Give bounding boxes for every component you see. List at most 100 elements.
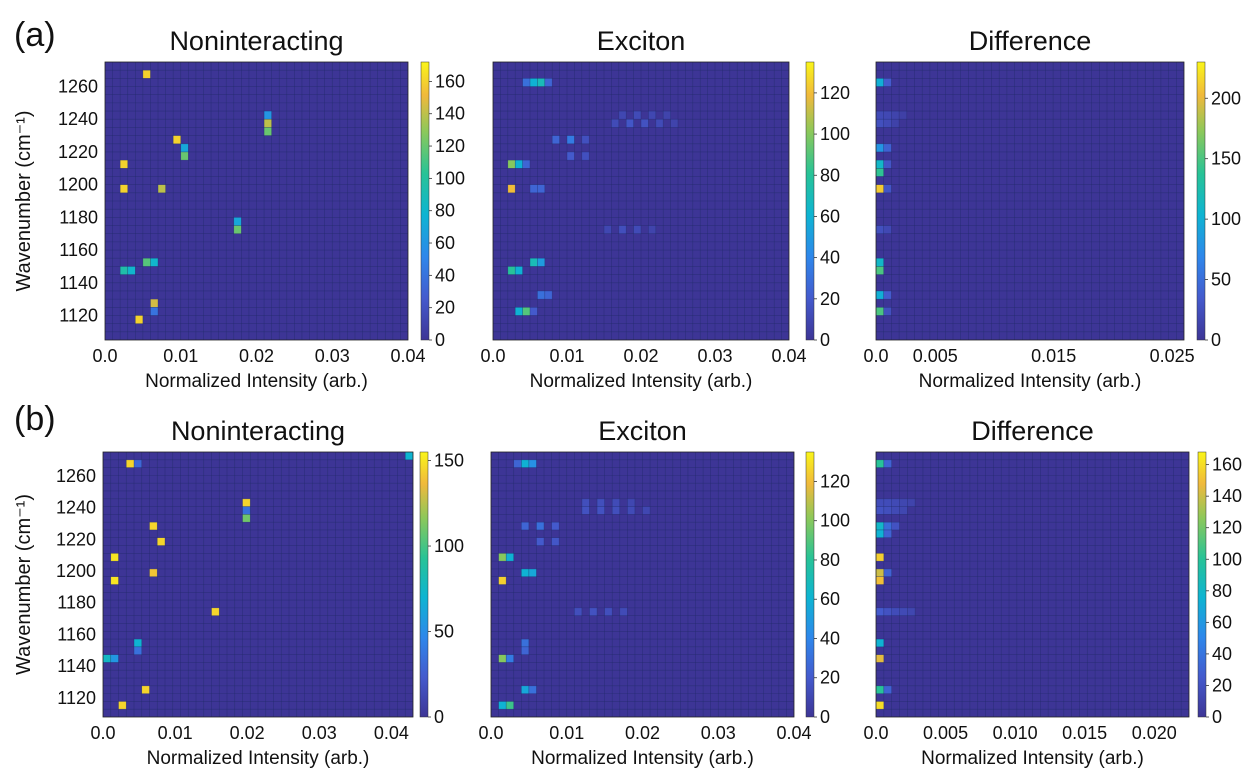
heatmap-cell <box>157 537 165 546</box>
heatmap-cell <box>876 266 884 275</box>
heatmap-cell <box>173 135 181 144</box>
heatmap-cell <box>120 184 128 193</box>
heatmap-cell <box>876 290 884 300</box>
heatmap-cell <box>876 506 884 515</box>
colorbar-tick-label: 50 <box>1211 270 1231 290</box>
x-axis-label: Normalized Intensity (arb.) <box>145 371 368 392</box>
colorbar-tick-label: 100 <box>1212 549 1242 569</box>
heatmap-cell <box>899 111 907 120</box>
colorbar-tick-label: 100 <box>435 168 465 188</box>
heatmap-cell <box>522 78 530 87</box>
heatmap-cell <box>110 553 119 562</box>
heatmap-cell <box>883 459 892 468</box>
x-tick-label: 0.02 <box>239 346 274 366</box>
colorbar <box>420 61 430 341</box>
heatmap-cell <box>876 553 884 562</box>
heatmap-cell <box>883 506 892 515</box>
x-axis-label: Normalized Intensity (arb.) <box>530 371 753 392</box>
heatmap-cell <box>611 119 619 128</box>
colorbar-tick-label: 80 <box>820 165 840 185</box>
heatmap-cell <box>127 266 136 275</box>
heatmap-cell <box>126 459 134 468</box>
heatmap-cell <box>876 522 884 530</box>
heatmap-cell <box>876 160 884 169</box>
heatmap-cell <box>883 225 892 234</box>
heatmap-cell <box>641 119 649 128</box>
x-tick-label: 0.0 <box>480 346 505 366</box>
y-axis-label: Wavenumber (cm⁻¹) <box>13 494 35 675</box>
heatmap-cell <box>521 646 529 655</box>
heatmap-cell <box>876 119 884 128</box>
heatmap-cell <box>158 184 166 193</box>
x-tick-label: 0.01 <box>158 723 193 743</box>
x-tick-label: 0.0 <box>863 723 888 743</box>
colorbar-tick-label: 0 <box>434 707 444 727</box>
colorbar-tick-label: 100 <box>1211 209 1241 229</box>
chart-title: Exciton <box>598 416 687 446</box>
chart-title: Noninteracting <box>171 416 345 446</box>
colorbar-tick-label: 80 <box>820 550 840 570</box>
colorbar <box>1197 451 1207 718</box>
heatmap-cell <box>876 184 884 193</box>
heatmap-cell <box>876 529 884 538</box>
colorbar-tick-label: 80 <box>435 201 455 221</box>
heatmap-cell <box>891 506 900 515</box>
heatmap-cell <box>597 506 605 515</box>
heatmap-cell <box>498 553 507 562</box>
charts-container: Noninteracting 0.0 0.01 0.02 0.03 0.04 Normali… <box>13 26 1242 769</box>
colorbar-tick-label: 20 <box>1212 675 1232 695</box>
heatmap-cell <box>670 119 678 128</box>
x-axis-label: Normalized Intensity (arb.) <box>919 371 1142 392</box>
heatmap-cell <box>150 299 159 308</box>
heatmap-cell <box>528 568 537 577</box>
heatmap-cell <box>581 498 590 507</box>
x-tick-label: 0.04 <box>776 723 811 743</box>
colorbar-tick-label: 120 <box>1212 518 1242 538</box>
grid-lines <box>493 62 789 340</box>
heatmap-cell <box>883 568 892 577</box>
plot-frame <box>104 61 409 341</box>
colorbar-tick-label: 100 <box>820 511 850 531</box>
heatmap-cell <box>507 160 516 169</box>
y-tick-label: 1260 <box>56 466 96 486</box>
heatmap-cell <box>567 135 575 144</box>
heatmap-cell <box>150 258 159 267</box>
x-tick-label: 0.0 <box>863 346 888 366</box>
heatmap-cell <box>522 307 530 316</box>
heatmap-chart: Noninteracting 0.0 0.01 0.02 0.03 0.04 Normali… <box>13 26 465 392</box>
heatmap-cell <box>513 459 522 468</box>
colorbar-tick-label: 40 <box>820 628 840 648</box>
panel-label-b: (b) <box>14 400 56 438</box>
heatmap-cell <box>536 537 545 546</box>
heatmap-cell <box>544 78 553 87</box>
heatmap-cell <box>264 127 272 136</box>
x-tick-label: 0.01 <box>549 346 584 366</box>
heatmap-cell <box>498 654 507 663</box>
colorbar-tick-label: 60 <box>435 233 455 253</box>
colorbar-tick-label: 40 <box>1212 644 1232 664</box>
y-tick-label: 1180 <box>57 593 96 613</box>
heatmap-cell <box>242 498 251 507</box>
x-tick-label: 0.03 <box>701 723 736 743</box>
heatmap-cell <box>552 135 560 144</box>
plot-frame <box>490 451 795 718</box>
heatmap-cell <box>536 522 545 530</box>
colorbar <box>805 61 815 341</box>
x-tick-label: 0.0 <box>92 346 117 366</box>
heatmap-cell <box>141 685 150 694</box>
x-tick-label: 0.0 <box>90 723 115 743</box>
plot-frame <box>492 61 790 341</box>
grid-lines <box>103 452 413 717</box>
colorbar-tick-label: 20 <box>435 298 455 318</box>
colorbar-tick-label: 0 <box>820 330 830 350</box>
heatmap-cell <box>891 607 900 616</box>
y-tick-label: 1120 <box>59 305 98 325</box>
x-tick-label: 0.02 <box>230 723 265 743</box>
heatmap-cell <box>134 646 142 655</box>
colorbar-tick-label: 200 <box>1211 88 1241 108</box>
colorbar-tick-label: 60 <box>1212 612 1232 632</box>
x-tick-label: 0.015 <box>1031 346 1076 366</box>
colorbar-tick-label: 160 <box>435 71 465 91</box>
colorbar <box>419 451 429 718</box>
heatmap-cell <box>883 607 892 616</box>
